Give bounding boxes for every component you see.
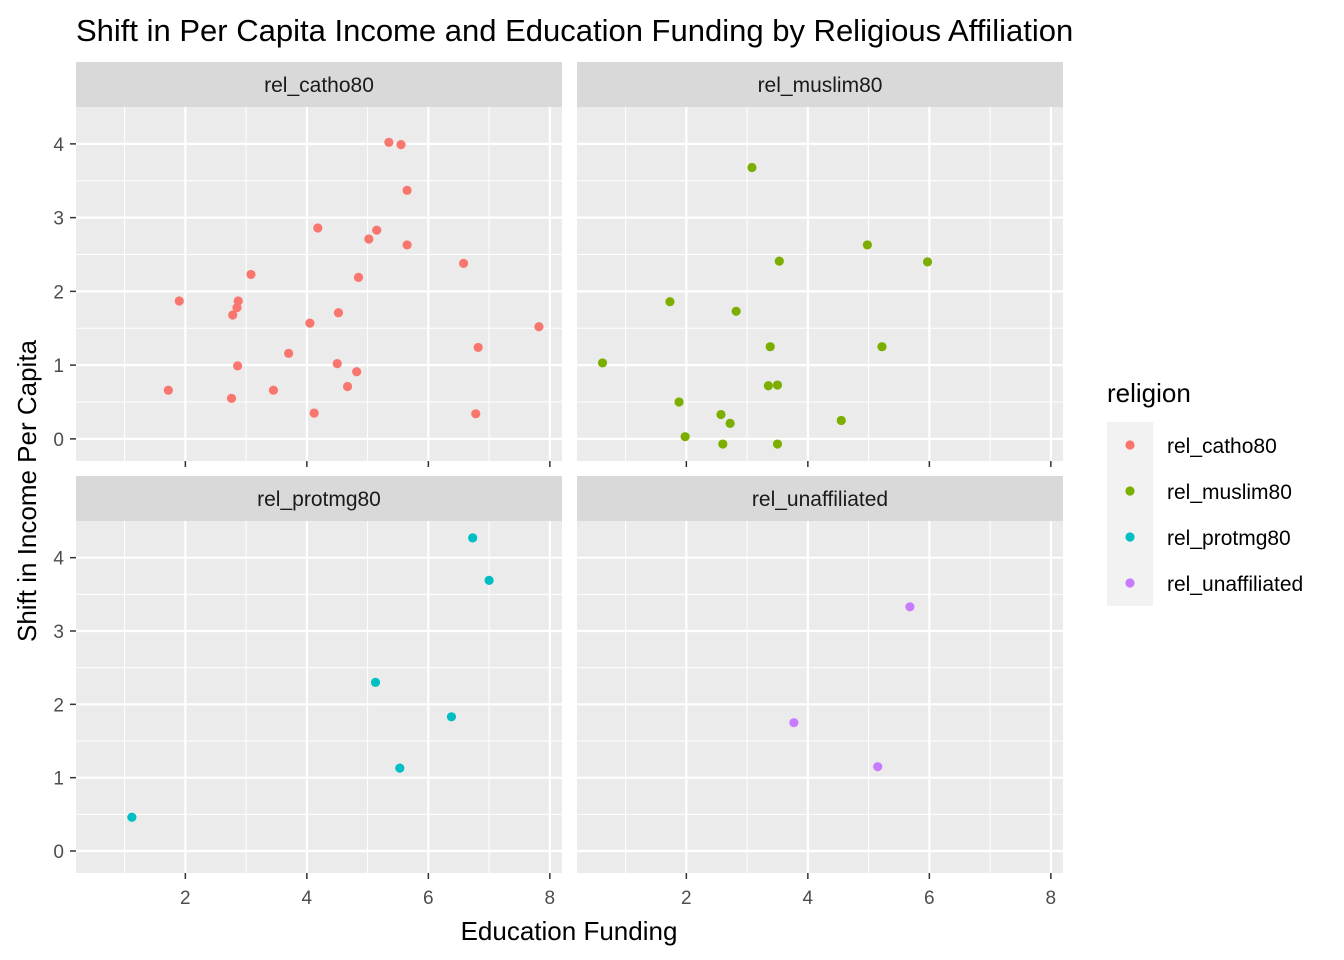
data-point [458, 258, 469, 268]
y-tick-label: 3 [53, 209, 64, 230]
facet-strip-label: rel_unaffiliated [752, 488, 888, 511]
data-point [774, 256, 784, 266]
x-tick-label: 2 [180, 888, 191, 909]
facet-strip [577, 62, 1063, 107]
y-tick-label: 2 [53, 695, 64, 716]
facet-panels: rel_catho80 0 1 2 3 4 rel_muslim80 rel_protmg80… [53, 62, 1063, 909]
y-tick-label: 0 [53, 430, 64, 451]
data-point [384, 137, 394, 147]
legend-title: religion [1107, 378, 1191, 408]
data-point [163, 385, 173, 395]
data-point [305, 318, 315, 328]
data-point [352, 367, 362, 377]
data-point [174, 296, 184, 306]
data-point [232, 361, 243, 371]
facet-panel-rel-catho80: rel_catho80 0 1 2 3 4 [53, 62, 562, 467]
y-tick-label: 0 [53, 842, 64, 863]
y-tick-label: 4 [53, 135, 64, 156]
legend-key-rel-muslim80 [1125, 486, 1135, 496]
facet-strip-label: rel_protmg80 [257, 488, 381, 511]
data-point [332, 359, 342, 369]
data-point [471, 409, 481, 419]
y-tick-label: 4 [53, 549, 64, 570]
data-point [333, 308, 344, 318]
data-point [877, 342, 887, 352]
y-tick-label: 2 [53, 282, 64, 303]
facet-panel-rel-muslim80: rel_muslim80 [577, 62, 1063, 467]
data-point [402, 185, 412, 195]
x-axis-title: Education Funding [461, 916, 678, 946]
data-point [284, 348, 294, 358]
data-point [597, 358, 608, 368]
data-point [731, 306, 741, 316]
data-point [372, 225, 382, 235]
data-point [789, 718, 799, 728]
facet-strip [76, 62, 562, 107]
data-point [402, 240, 412, 250]
facet-strip-label: rel_catho80 [264, 74, 374, 97]
data-point [370, 677, 381, 687]
data-point [772, 380, 783, 390]
x-tick-label: 8 [545, 888, 556, 909]
legend-key-rel-catho80 [1125, 440, 1135, 450]
data-point [725, 418, 735, 428]
x-tick-label: 8 [1046, 888, 1057, 909]
data-point [922, 257, 933, 267]
data-point [353, 272, 364, 282]
x-tick-label: 4 [803, 888, 814, 909]
x-tick-label: 6 [924, 888, 935, 909]
legend-label: rel_protmg80 [1167, 527, 1291, 550]
data-point [342, 381, 353, 392]
data-point [718, 439, 728, 449]
data-point [765, 342, 775, 352]
data-point [534, 322, 544, 332]
data-point [446, 712, 457, 722]
data-point [862, 240, 872, 250]
data-point [836, 415, 846, 426]
facet-strip [577, 476, 1063, 521]
data-point [484, 575, 494, 586]
data-point [772, 439, 783, 449]
y-axis-title: Shift in Income Per Capita [12, 339, 42, 642]
data-point [680, 432, 690, 442]
y-tick-label: 1 [53, 769, 64, 790]
data-point [716, 409, 726, 420]
data-point [763, 381, 773, 391]
data-point [665, 297, 675, 307]
data-point [246, 269, 256, 280]
data-point [468, 533, 478, 543]
data-point [309, 408, 319, 418]
legend-label: rel_unaffiliated [1167, 573, 1303, 596]
x-tick-label: 4 [302, 888, 313, 909]
legend-key-rel-protmg80 [1125, 532, 1135, 542]
data-point [313, 223, 323, 233]
x-tick-label: 6 [423, 888, 434, 909]
data-point [674, 397, 684, 407]
data-point [473, 342, 483, 353]
legend-label: rel_muslim80 [1167, 481, 1292, 504]
data-point [226, 393, 237, 403]
y-tick-label: 1 [53, 356, 64, 377]
facet-strip [76, 476, 562, 521]
data-point [127, 812, 137, 822]
facet-panel-rel-protmg80: rel_protmg80 0 1 2 3 4 2 4 6 8 [53, 476, 562, 909]
chart-title: Shift in Per Capita Income and Education… [76, 13, 1073, 48]
data-point [395, 763, 405, 773]
data-point [268, 385, 279, 395]
y-tick-label: 3 [53, 622, 64, 643]
facet-panel-rel-unaffiliated: rel_unaffiliated 2 4 6 8 [577, 476, 1063, 909]
x-tick-label: 2 [681, 888, 692, 909]
data-point [905, 602, 915, 612]
data-point [873, 762, 883, 772]
data-point [396, 140, 406, 150]
legend: religion rel_catho80 rel_muslim80 rel_prot… [1107, 378, 1303, 606]
facet-strip-label: rel_muslim80 [758, 74, 883, 97]
data-point [232, 303, 242, 313]
data-point [747, 162, 757, 173]
data-point [228, 310, 238, 320]
legend-label: rel_catho80 [1167, 435, 1277, 458]
legend-key-rel-unaffiliated [1125, 578, 1135, 588]
data-point [364, 234, 374, 244]
